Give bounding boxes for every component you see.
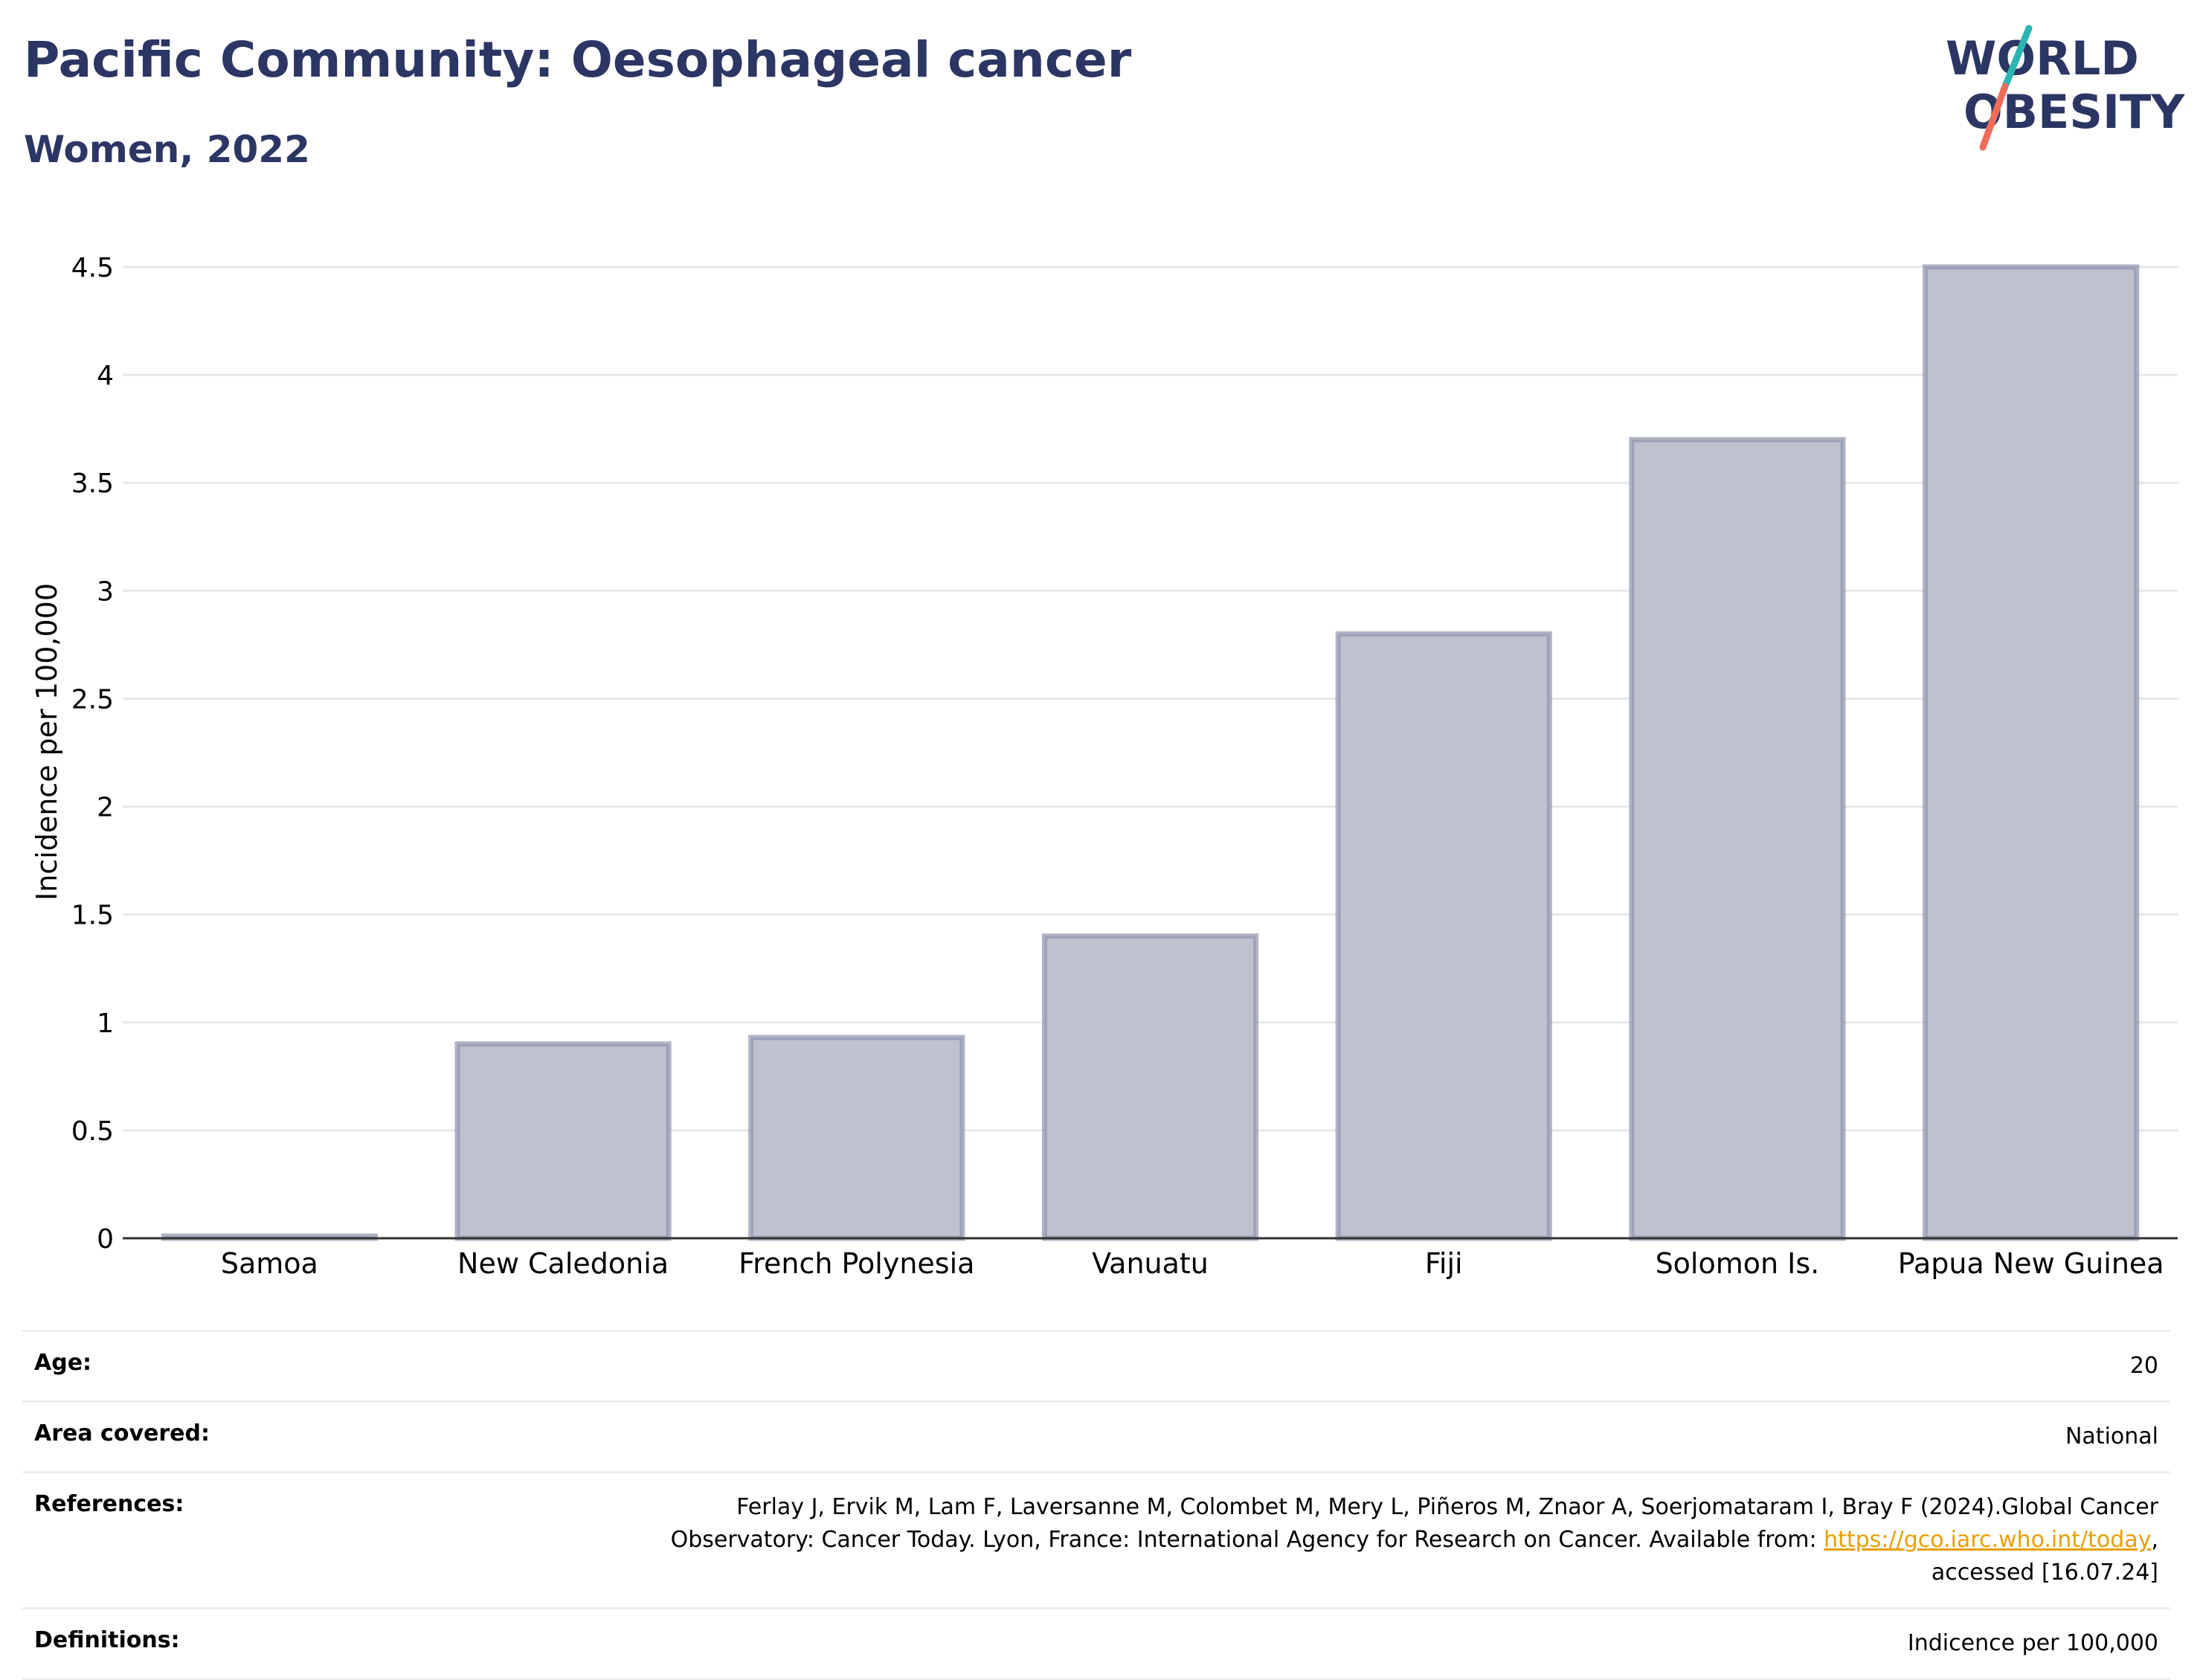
x-tick-label: Samoa (221, 1247, 318, 1280)
x-tick-label: French Polynesia (739, 1247, 974, 1280)
logo-slash-teal (2001, 25, 2033, 90)
meta-row-definitions: Definitions: Indicence per 100,000 (22, 1607, 2170, 1680)
x-tick-label: Vanuatu (1092, 1247, 1209, 1280)
y-tick-labels: 0 0.5 1 1.5 2 2.5 3 3.5 4 4.5 (71, 253, 114, 1255)
y-tick-label: 3.5 (71, 469, 114, 499)
y-tick-label: 0 (97, 1224, 114, 1255)
y-tick-label: 0.5 (71, 1116, 114, 1147)
logo-slash-coral (1979, 83, 2009, 151)
x-tick-labels: Samoa New Caledonia French Polynesia Vanuat… (221, 1247, 2164, 1280)
y-tick-label: 2.5 (71, 684, 114, 715)
y-tick-label: 1.5 (71, 901, 114, 931)
definitions-label: Definitions: (34, 1627, 180, 1653)
logo-word-world: WORLD (1946, 31, 2139, 86)
x-tick-label: Solomon Is. (1656, 1247, 1820, 1280)
references-label: References: (34, 1491, 184, 1517)
world-obesity-logo: WORLD OBESITY (1946, 25, 2185, 151)
bar-chart: 0 0.5 1 1.5 2 2.5 3 3.5 4 4.5 Samoa New Caledonia F… (30, 253, 2178, 1280)
area-value: National (2065, 1423, 2158, 1449)
x-tick-label: Fiji (1425, 1247, 1463, 1280)
definitions-value: Indicence per 100,000 (1907, 1630, 2158, 1656)
y-tick-label: 3 (97, 576, 114, 607)
y-tick-label: 1 (97, 1008, 114, 1039)
age-label: Age: (34, 1350, 92, 1376)
references-line-2: Observatory: Cancer Today. Lyon, France:… (670, 1527, 1824, 1553)
area-label: Area covered: (34, 1420, 210, 1446)
meta-row-references: References: Ferlay J, Ervik M, Lam F, La… (22, 1471, 2170, 1607)
bars (161, 264, 2140, 1241)
y-axis-label: Incidence per 100,000 (30, 583, 63, 901)
age-value: 20 (2129, 1353, 2158, 1379)
references-line-2-end: , (2151, 1527, 2158, 1553)
meta-row-age: Age: 20 (22, 1330, 2170, 1400)
references-value: Ferlay J, Ervik M, Lam F, Laversanne M, … (671, 1491, 2158, 1589)
metadata-table: Age: 20 Area covered: National Reference… (22, 1330, 2170, 1680)
bar (1041, 933, 1259, 1241)
bar (454, 1041, 672, 1241)
bar (748, 1034, 965, 1241)
y-tick-label: 2 (97, 793, 114, 823)
x-tick-label: Papua New Guinea (1898, 1247, 2164, 1280)
chart-title: Pacific Community: Oesophageal cancer (24, 31, 1132, 88)
y-tick-label: 4.5 (71, 253, 114, 283)
references-link[interactable]: https://gco.iarc.who.int/today (1824, 1527, 2152, 1553)
bar (1335, 631, 1552, 1241)
bar (1629, 437, 1846, 1241)
references-line-3: accessed [16.07.24] (1931, 1560, 2158, 1586)
meta-row-area: Area covered: National (22, 1400, 2170, 1471)
references-line-1: Ferlay J, Ervik M, Lam F, Laversanne M, … (736, 1494, 2158, 1520)
chart-subtitle: Women, 2022 (24, 128, 310, 171)
y-tick-label: 4 (97, 361, 114, 391)
x-tick-label: New Caledonia (457, 1247, 669, 1280)
bar (1923, 264, 2140, 1241)
